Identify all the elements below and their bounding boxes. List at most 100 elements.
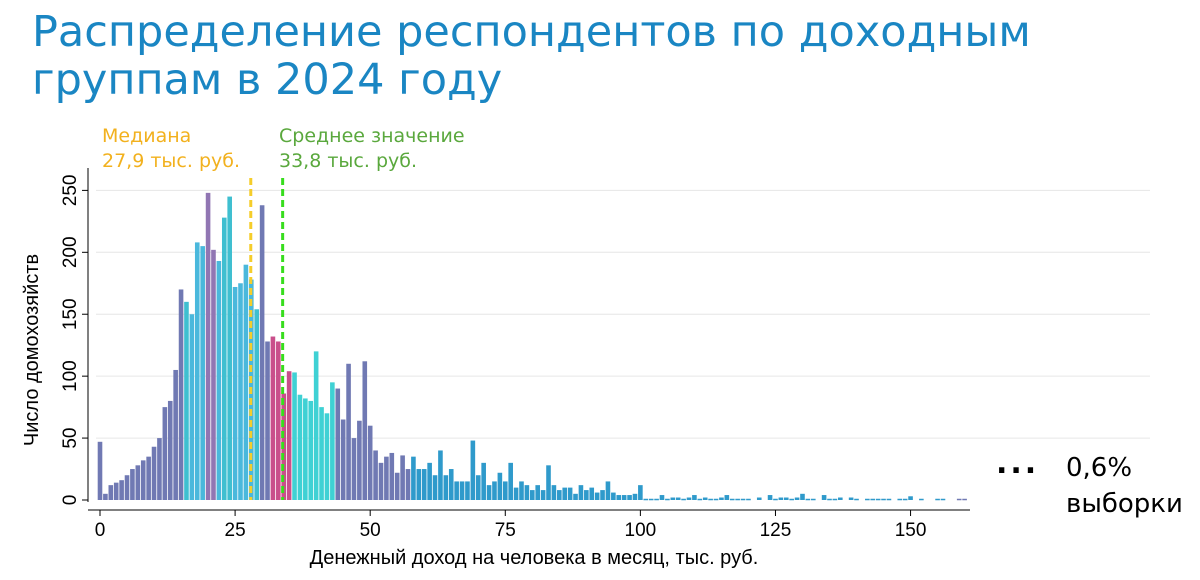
histogram-bar [324, 413, 330, 500]
histogram-bar [692, 495, 697, 500]
x-tick-label: 25 [225, 520, 246, 541]
histogram-bar [659, 495, 665, 500]
x-tick-label: 50 [360, 520, 381, 541]
page-title: Распределение респондентов по доходным г… [32, 7, 1031, 105]
histogram-bar [686, 497, 692, 500]
histogram-bar [238, 283, 243, 500]
histogram-bar [513, 487, 519, 500]
histogram-bar [492, 481, 497, 500]
histogram-bar [962, 498, 967, 501]
histogram-bar [697, 498, 703, 501]
histogram-bar [286, 371, 292, 500]
histogram-bar [627, 495, 632, 500]
histogram-bar [389, 452, 395, 500]
histogram-bar [97, 441, 103, 500]
histogram-bar [702, 497, 708, 500]
histogram-bar [454, 481, 459, 500]
histogram-bar [735, 498, 740, 501]
histogram-bar [800, 493, 805, 500]
histogram-bar [362, 361, 368, 500]
histogram-bar [470, 440, 476, 500]
histogram-bar [611, 492, 616, 500]
histogram-bar [529, 490, 535, 500]
histogram-bar [221, 217, 227, 500]
histogram-bar [675, 497, 681, 500]
histogram-bar [167, 400, 173, 500]
histogram-bar [621, 495, 627, 500]
histogram-bar [405, 469, 411, 500]
y-tick-label: 250 [60, 175, 81, 207]
histogram-bar [173, 369, 178, 500]
histogram-bar [432, 475, 438, 500]
histogram-bar [184, 301, 189, 500]
histogram-bar [178, 289, 184, 500]
histogram-bar [708, 498, 713, 501]
histogram-bar [130, 469, 135, 500]
histogram-bar [794, 497, 800, 500]
histogram-bar [400, 455, 405, 500]
histogram-bar [865, 498, 870, 501]
histogram-bar [265, 341, 270, 500]
histogram-bar [940, 498, 946, 501]
histogram-bar [648, 498, 654, 501]
histogram-bar [908, 496, 913, 500]
reference-lines [249, 178, 285, 500]
histogram-bar [124, 475, 130, 500]
histogram-bar [589, 487, 595, 500]
histogram-bar [276, 341, 281, 500]
histogram-bar [135, 465, 141, 500]
y-tick-label: 150 [60, 298, 81, 330]
histogram-bar [411, 456, 416, 500]
histogram-bar [330, 382, 335, 500]
histogram-bar [481, 462, 486, 500]
histogram-bar [232, 286, 238, 500]
histogram-bar [540, 490, 546, 500]
sample-percent: 0,6% [1066, 453, 1133, 483]
histogram-bar [378, 462, 384, 500]
median-label: Медиана [102, 125, 192, 147]
histogram-bar [524, 485, 530, 500]
y-axis-label: Число домохозяйств [21, 254, 43, 446]
histogram-bar [719, 497, 724, 500]
histogram-bar [211, 249, 216, 500]
histogram-bar [384, 456, 389, 500]
histogram-bar [724, 495, 730, 500]
histogram-bar [254, 309, 260, 500]
histogram-bar [394, 472, 400, 500]
histogram-bar [632, 493, 638, 500]
x-tick-label: 75 [495, 520, 516, 541]
histogram-bar [373, 450, 378, 500]
histogram-bar [502, 481, 508, 500]
histogram-bar [443, 475, 449, 500]
histogram-bar [335, 388, 341, 500]
histogram-bar [146, 456, 151, 500]
histogram-bar [740, 498, 746, 501]
histogram-bar [303, 398, 308, 500]
x-tick-label: 125 [760, 520, 792, 541]
histogram-bar [438, 450, 443, 500]
histogram-bar [465, 481, 470, 500]
histogram-bar [308, 400, 314, 500]
histogram-bar [319, 407, 324, 500]
ellipsis-marker: ... [996, 446, 1040, 481]
histogram-bar [340, 419, 346, 500]
histogram-bar [557, 490, 562, 500]
histogram-bar [616, 495, 622, 500]
histogram-bar [810, 498, 816, 501]
histogram-bar [519, 481, 524, 500]
histogram-bar [756, 497, 762, 500]
histogram-bar [897, 498, 903, 501]
histogram-bar [789, 498, 794, 501]
histogram-bar [313, 351, 319, 500]
histogram-bar [562, 487, 568, 500]
histogram-bar [713, 498, 719, 501]
histogram-bar [194, 242, 200, 500]
histogram-bar [886, 498, 892, 501]
histogram-bar [357, 420, 362, 500]
histogram-bar [108, 485, 114, 500]
histogram-bar [448, 469, 454, 500]
histogram-bar [416, 469, 422, 500]
median-value: 27,9 тыс. руб. [102, 150, 241, 172]
histogram-bar [919, 498, 924, 501]
mean-annotation: Среднее значение 33,8 тыс. руб. [279, 124, 465, 174]
